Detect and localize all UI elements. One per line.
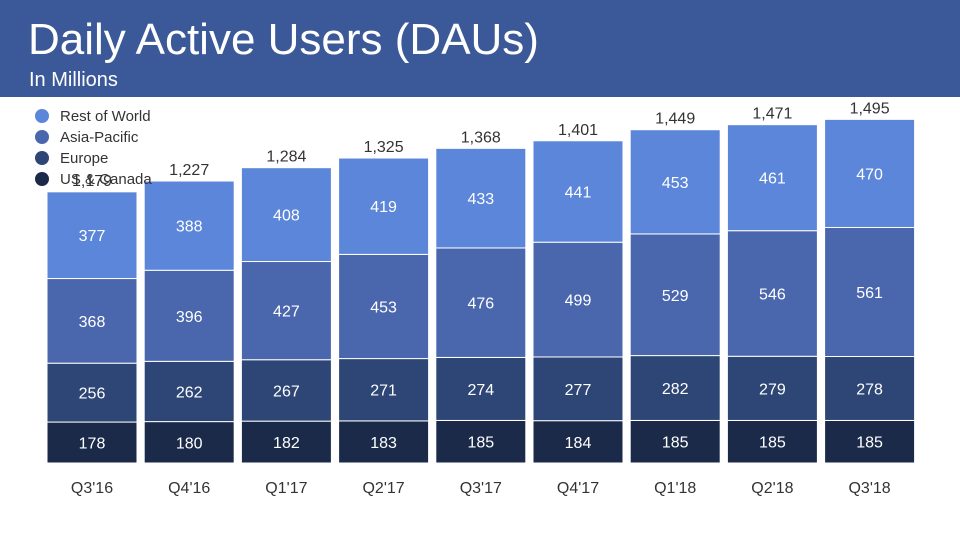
bar-segment-europe-q3-16	[46, 362, 138, 423]
segment-value-label: 499	[565, 293, 592, 310]
segment-value-label: 470	[856, 166, 883, 183]
bar-total-label: 1,179	[72, 173, 112, 190]
bar-segment-us-canada-q4-17	[532, 420, 624, 464]
segment-value-label: 185	[662, 435, 689, 452]
bar-segment-europe-q2-18	[726, 355, 818, 421]
segment-value-label: 396	[176, 309, 203, 326]
segment-value-label: 388	[176, 219, 203, 236]
bar-segment-asia-pacific-q1-18	[629, 233, 721, 357]
segment-value-label: 433	[467, 191, 494, 208]
segment-value-label: 182	[273, 435, 300, 452]
bar-segment-rest-of-world-q4-17	[532, 140, 624, 243]
segment-value-label: 419	[370, 199, 397, 216]
segment-value-label: 183	[370, 435, 397, 452]
bar-segment-us-canada-q2-18	[726, 419, 818, 464]
segment-value-label: 277	[565, 382, 592, 399]
legend-marker-rest-of-world	[35, 109, 49, 123]
segment-value-label: 427	[273, 304, 300, 321]
bar-segment-europe-q4-16	[143, 360, 235, 423]
segment-value-label: 262	[176, 384, 203, 401]
x-tick-label: Q3'18	[848, 480, 890, 497]
bar-total-label: 1,284	[266, 149, 306, 166]
segment-value-label: 441	[565, 184, 592, 201]
bar-segment-europe-q3-17	[435, 356, 527, 421]
segment-value-label: 256	[79, 386, 106, 403]
bar-segment-asia-pacific-q2-17	[338, 253, 430, 360]
segment-value-label: 180	[176, 435, 203, 452]
bar-segment-rest-of-world-q4-16	[143, 180, 235, 271]
bar-segment-us-canada-q3-17	[435, 419, 527, 464]
legend-label-rest-of-world: Rest of World	[60, 108, 151, 125]
bar-segment-us-canada-q1-17	[240, 420, 332, 464]
bar-segment-asia-pacific-q4-17	[532, 241, 624, 358]
bar-segment-asia-pacific-q2-18	[726, 230, 818, 357]
x-tick-label: Q4'17	[557, 480, 599, 497]
bar-total-label: 1,449	[655, 111, 695, 128]
page-title: Daily Active Users (DAUs)	[28, 15, 539, 64]
bar-segment-europe-q2-17	[338, 358, 430, 422]
segment-value-label: 546	[759, 286, 786, 303]
segment-value-label: 453	[662, 175, 689, 192]
legend-marker-us-canada	[35, 172, 49, 186]
title-banner: Daily Active Users (DAUs) In Millions	[0, 0, 960, 97]
bar-total-label: 1,495	[850, 100, 890, 117]
bar-segment-asia-pacific-q3-18	[824, 226, 916, 358]
bar-segment-rest-of-world-q2-17	[338, 157, 430, 255]
segment-value-label: 178	[79, 436, 106, 453]
bar-segment-europe-q1-17	[240, 359, 332, 422]
bar-total-label: 1,471	[752, 106, 792, 123]
segment-value-label: 476	[467, 296, 494, 313]
bar-segment-rest-of-world-q1-17	[240, 167, 332, 263]
segment-value-label: 185	[856, 435, 883, 452]
bar-segment-rest-of-world-q2-18	[726, 124, 818, 232]
bar-segment-us-canada-q2-17	[338, 420, 430, 464]
segment-value-label: 529	[662, 288, 689, 305]
bar-segment-us-canada-q3-16	[46, 421, 138, 464]
x-tick-label: Q2'17	[362, 480, 404, 497]
bar-total-label: 1,401	[558, 122, 598, 139]
bar-total-label: 1,227	[169, 162, 209, 179]
segment-value-label: 185	[467, 435, 494, 452]
legend-marker-asia-pacific	[35, 130, 49, 144]
bar-segment-europe-q1-18	[629, 355, 721, 421]
segment-value-label: 185	[759, 435, 786, 452]
segment-value-label: 184	[565, 435, 592, 452]
segment-value-label: 279	[759, 381, 786, 398]
bar-segment-asia-pacific-q4-16	[143, 269, 235, 362]
segment-value-label: 561	[856, 285, 883, 302]
x-tick-label: Q3'16	[71, 480, 113, 497]
bar-segment-asia-pacific-q1-17	[240, 261, 332, 361]
segment-value-label: 282	[662, 381, 689, 398]
bar-segment-rest-of-world-q3-18	[824, 118, 916, 228]
bar-total-label: 1,325	[364, 139, 404, 156]
legend-label-us-canada: US & Canada	[60, 171, 152, 188]
legend: Rest of World Asia-Pacific Europe US & Cana…	[35, 108, 152, 188]
x-tick-label: Q2'18	[751, 480, 793, 497]
segment-value-label: 453	[370, 299, 397, 316]
x-tick-label: Q1'18	[654, 480, 696, 497]
segment-value-label: 267	[273, 383, 300, 400]
segment-value-label: 278	[856, 381, 883, 398]
x-tick-label: Q4'16	[168, 480, 210, 497]
segment-value-label: 461	[759, 171, 786, 188]
page-subtitle: In Millions	[29, 69, 118, 91]
bar-segment-rest-of-world-q1-18	[629, 129, 721, 235]
bar-total-label: 1,368	[461, 129, 501, 146]
bar-segment-rest-of-world-q3-16	[46, 191, 138, 280]
segment-value-label: 274	[467, 382, 494, 399]
dau-stacked-bar-chart: 178 256 368 377 1,179 Q3'16 180 262 396 388 1,227 Q…	[35, 100, 916, 497]
x-tick-label: Q3'17	[460, 480, 502, 497]
segment-value-label: 368	[79, 314, 106, 331]
segment-value-label: 408	[273, 208, 300, 225]
x-tick-label: Q1'17	[265, 480, 307, 497]
bar-segment-us-canada-q3-18	[824, 419, 916, 464]
legend-label-europe: Europe	[60, 150, 108, 167]
bar-segment-rest-of-world-q3-17	[435, 147, 527, 249]
legend-marker-europe	[35, 151, 49, 165]
segment-value-label: 271	[370, 383, 397, 400]
legend-label-asia-pacific: Asia-Pacific	[60, 129, 139, 146]
bar-segment-europe-q4-17	[532, 356, 624, 422]
bars-group: 178 256 368 377 1,179 Q3'16 180 262 396 388 1,227 Q…	[46, 100, 916, 497]
segment-value-label: 377	[79, 228, 106, 245]
